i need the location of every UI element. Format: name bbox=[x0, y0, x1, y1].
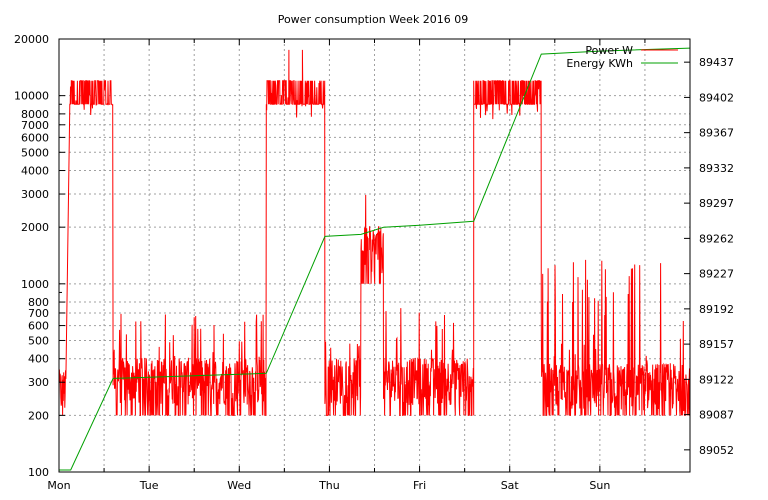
x-tick-label: Thu bbox=[318, 479, 340, 492]
y-left-tick-label: 600 bbox=[28, 320, 49, 333]
y-right-tick-label: 89332 bbox=[699, 162, 734, 175]
x-tick-label: Sun bbox=[589, 479, 610, 492]
y-left-tick-label: 300 bbox=[28, 376, 49, 389]
x-tick-label: Tue bbox=[139, 479, 159, 492]
y-left-tick-label: 4000 bbox=[21, 165, 49, 178]
y-left-tick-label: 6000 bbox=[21, 131, 49, 144]
axis-layer: Mon Tue Wed Thu Fri Sat Sun1002003004005006007… bbox=[14, 33, 734, 492]
y-right-tick-label: 89367 bbox=[699, 127, 734, 140]
y-left-tick-label: 8000 bbox=[21, 108, 49, 121]
y-left-tick-label: 2000 bbox=[21, 221, 49, 234]
series-energy-line bbox=[59, 47, 691, 471]
y-left-tick-label: 200 bbox=[28, 409, 49, 422]
y-right-tick-label: 89402 bbox=[699, 91, 734, 104]
y-left-tick-label: 800 bbox=[28, 296, 49, 309]
y-left-tick-label: 1000 bbox=[21, 278, 49, 291]
y-right-tick-label: 89052 bbox=[699, 444, 734, 457]
y-left-tick-label: 700 bbox=[28, 307, 49, 320]
y-left-tick-label: 500 bbox=[28, 334, 49, 347]
series-layer bbox=[58, 47, 691, 471]
y-left-tick-label: 400 bbox=[28, 353, 49, 366]
y-right-tick-label: 89437 bbox=[699, 56, 734, 69]
y-right-tick-label: 89122 bbox=[699, 373, 734, 386]
x-tick-label: Mon bbox=[47, 479, 70, 492]
y-right-tick-label: 89227 bbox=[699, 268, 734, 281]
y-left-tick-label: 5000 bbox=[21, 146, 49, 159]
y-left-tick-label: 3000 bbox=[21, 188, 49, 201]
legend-label-energy: Energy KWh bbox=[566, 57, 633, 70]
y-right-tick-label: 89262 bbox=[699, 232, 734, 245]
series-power-line bbox=[58, 49, 691, 416]
chart-title: Power consumption Week 2016 09 bbox=[278, 13, 469, 26]
x-tick-label: Wed bbox=[227, 479, 251, 492]
y-left-tick-label: 100 bbox=[28, 466, 49, 479]
y-left-tick-label: 7000 bbox=[21, 119, 49, 132]
y-right-tick-label: 89297 bbox=[699, 197, 734, 210]
legend-label-power: Power W bbox=[585, 44, 633, 57]
x-tick-label: Sat bbox=[501, 479, 520, 492]
y-left-tick-label: 20000 bbox=[14, 33, 49, 46]
y-left-tick-label: 10000 bbox=[14, 90, 49, 103]
y-right-tick-label: 89087 bbox=[699, 409, 734, 422]
y-right-tick-label: 89157 bbox=[699, 338, 734, 351]
x-tick-label: Fri bbox=[413, 479, 426, 492]
y-right-tick-label: 89192 bbox=[699, 303, 734, 316]
